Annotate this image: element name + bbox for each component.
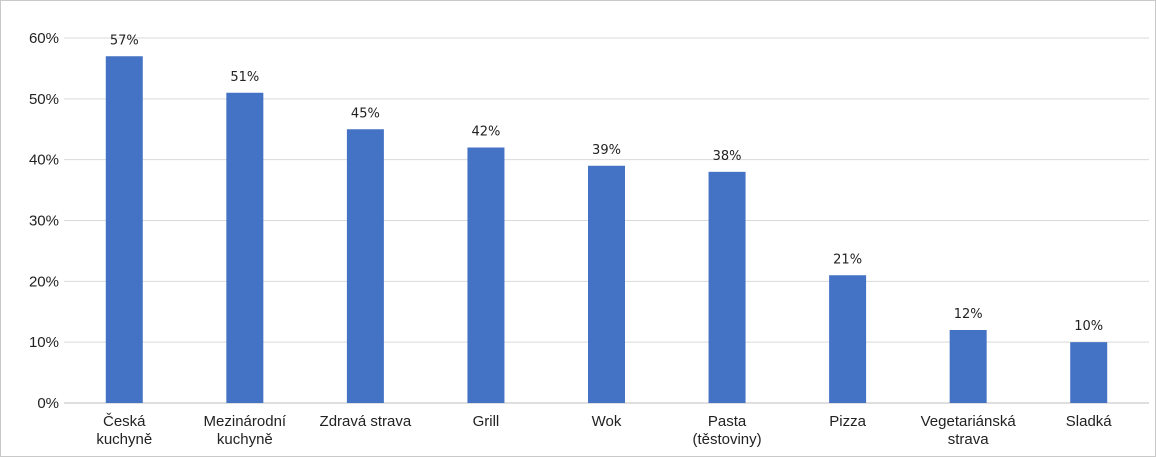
bar bbox=[346, 129, 384, 403]
y-tick-label: 40% bbox=[29, 152, 59, 169]
y-tick-label: 10% bbox=[29, 334, 59, 351]
y-axis-ticks: 0% 10% 20% 30% 40% 50% 60% bbox=[29, 30, 59, 412]
x-category-label: Pizza bbox=[829, 413, 866, 430]
bar bbox=[949, 330, 987, 403]
x-category-label: Zdravá strava bbox=[320, 413, 412, 430]
data-label: 12% bbox=[954, 307, 983, 322]
x-category-label: Mezinárodní kuchyně bbox=[204, 413, 287, 448]
bar bbox=[467, 147, 505, 403]
y-tick-label: 20% bbox=[29, 273, 59, 290]
bar bbox=[105, 56, 143, 403]
y-tick-label: 50% bbox=[29, 91, 59, 108]
data-labels: 57% 51% 45% 42% 39% 38% 21% 12% 10% bbox=[110, 33, 1103, 334]
x-category-label: Wok bbox=[592, 413, 622, 430]
bar bbox=[829, 275, 867, 403]
x-axis-categories: Česká kuchyně Mezinárodní kuchyně Zdravá str… bbox=[96, 413, 1112, 448]
y-tick-label: 30% bbox=[29, 213, 59, 230]
y-tick-label: 0% bbox=[37, 395, 59, 412]
bar bbox=[226, 92, 264, 403]
data-label: 51% bbox=[230, 70, 259, 85]
data-label: 38% bbox=[713, 149, 742, 164]
data-label: 45% bbox=[351, 106, 380, 121]
data-label: 42% bbox=[471, 125, 500, 140]
y-tick-label: 60% bbox=[29, 30, 59, 47]
data-label: 10% bbox=[1074, 319, 1103, 334]
data-label: 39% bbox=[592, 143, 621, 158]
x-category-label: Sladká bbox=[1066, 413, 1113, 430]
bar bbox=[588, 165, 625, 403]
x-category-label: Grill bbox=[473, 413, 500, 430]
bar bbox=[1070, 342, 1108, 403]
x-category-label: Pasta (těstoviny) bbox=[692, 413, 761, 448]
data-label: 57% bbox=[110, 33, 139, 48]
x-category-label: Vegetariánská strava bbox=[921, 413, 1017, 448]
bar bbox=[708, 171, 746, 403]
bars bbox=[105, 56, 1108, 403]
x-category-label: Česká kuchyně bbox=[96, 413, 152, 448]
data-label: 21% bbox=[833, 252, 862, 267]
